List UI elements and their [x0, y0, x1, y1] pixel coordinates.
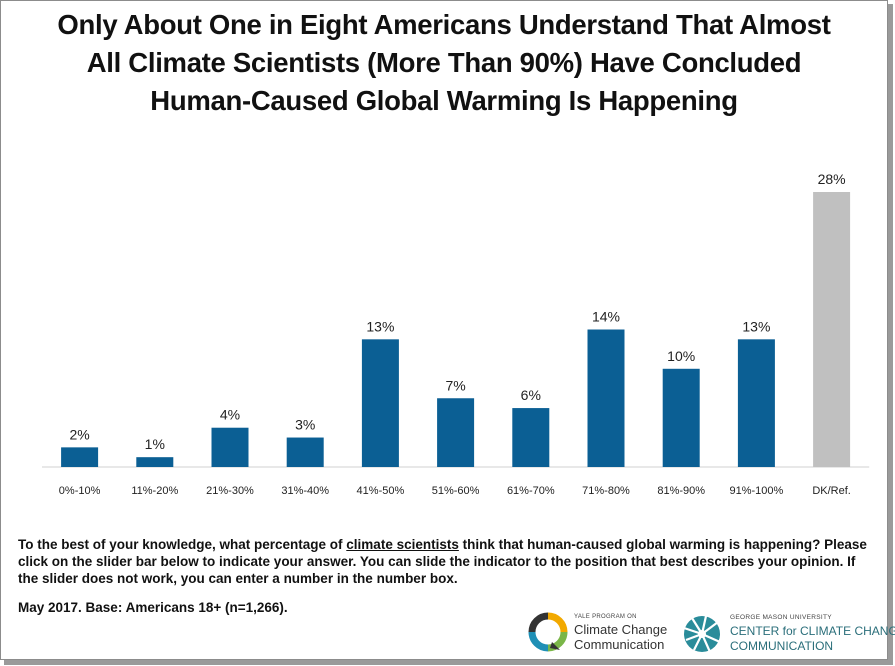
- bar-3: [286, 437, 324, 467]
- bar-2: [211, 427, 249, 467]
- yale-logo: YALE PROGRAM ON Climate Change Communica…: [528, 610, 678, 656]
- chart-title: Only About One in Eight Americans Unders…: [8, 6, 880, 120]
- chart-title-line-1: Only About One in Eight Americans Unders…: [57, 9, 831, 40]
- bar-6: [512, 408, 550, 467]
- bar-value-label-6: 6%: [521, 387, 541, 403]
- yale-ring-icon: [528, 612, 568, 652]
- category-label-10: DK/Ref.: [812, 485, 851, 497]
- slide-shadow-bottom: [4, 660, 893, 665]
- bar-value-label-10: 28%: [818, 171, 846, 187]
- base-note: May 2017. Base: Americans 18+ (n=1,266).: [18, 600, 288, 615]
- gmu-logo-top: GEORGE MASON UNIVERSITY: [730, 614, 832, 621]
- gmu-logo-line2: COMMUNICATION: [730, 639, 834, 653]
- bar-1: [136, 457, 174, 467]
- slide-shadow-right: [888, 4, 893, 664]
- bar-value-label-2: 4%: [220, 407, 240, 423]
- bar-0: [61, 447, 99, 467]
- bar-value-label-9: 13%: [742, 318, 770, 334]
- bar-value-label-4: 13%: [366, 318, 394, 334]
- bar-chart: 2% 0%-10% 1% 11%-20% 4% 21%-30% 3% 31%-40% 13% 41…: [42, 171, 870, 497]
- gmu-logo-line1: CENTER for CLIMATE CHANGE: [730, 624, 895, 638]
- bar-9: [737, 339, 775, 467]
- category-label-8: 81%-90%: [657, 485, 705, 497]
- chart-title-line-2: All Climate Scientists (More Than 90%) H…: [86, 47, 802, 78]
- question-text-before: To the best of your knowledge, what perc…: [18, 537, 347, 552]
- category-label-6: 61%-70%: [507, 485, 555, 497]
- category-label-5: 51%-60%: [432, 485, 480, 497]
- survey-question: To the best of your knowledge, what perc…: [18, 536, 868, 587]
- category-label-0: 0%-10%: [59, 485, 101, 497]
- gmu-logo: GEORGE MASON UNIVERSITY CENTER for CLIMA…: [680, 610, 895, 656]
- question-text-underlined: climate scientists: [346, 537, 459, 552]
- bar-10: [813, 192, 851, 467]
- category-label-3: 31%-40%: [281, 485, 329, 497]
- category-label-9: 91%-100%: [729, 485, 783, 497]
- gmu-burst-icon: [683, 615, 721, 653]
- chart-title-line-3: Human-Caused Global Warming Is Happening: [150, 85, 738, 116]
- bar-value-label-5: 7%: [445, 377, 465, 393]
- bar-8: [662, 368, 700, 467]
- category-label-2: 21%-30%: [206, 485, 254, 497]
- bar-value-label-8: 10%: [667, 348, 695, 364]
- bar-value-label-3: 3%: [295, 417, 315, 433]
- bar-5: [437, 398, 475, 467]
- category-label-1: 11%-20%: [131, 485, 178, 497]
- bar-value-label-0: 2%: [69, 426, 89, 442]
- bar-7: [587, 329, 625, 467]
- yale-logo-top: YALE PROGRAM ON: [574, 614, 637, 620]
- bar-value-label-1: 1%: [145, 436, 165, 452]
- category-label-4: 41%-50%: [357, 485, 405, 497]
- bar-value-label-7: 14%: [592, 309, 620, 325]
- yale-logo-line1: Climate Change: [574, 622, 668, 637]
- bar-4: [361, 339, 399, 467]
- question-text-after: think that human-caused global warming i…: [18, 537, 867, 586]
- yale-logo-line2: Communication: [574, 637, 665, 652]
- category-label-7: 71%-80%: [582, 485, 630, 497]
